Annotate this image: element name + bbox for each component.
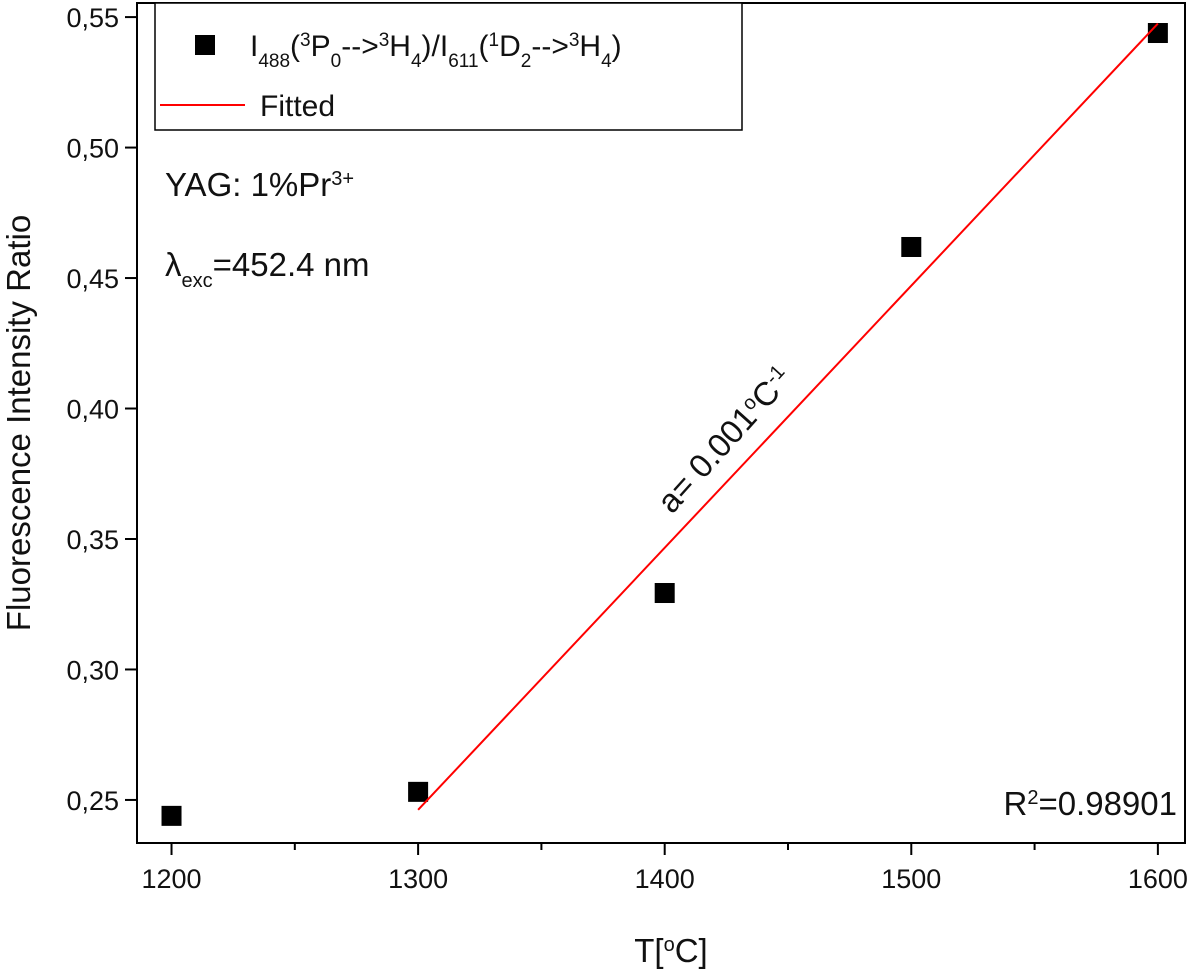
data-point bbox=[654, 583, 675, 604]
data-point bbox=[161, 805, 182, 826]
text-part: 2 bbox=[1027, 787, 1038, 809]
text-part: --> bbox=[341, 30, 379, 63]
fit-line bbox=[417, 22, 1159, 811]
y-tick-label: 0,45 bbox=[66, 264, 119, 294]
text-part: ( bbox=[290, 30, 300, 63]
text-part: D bbox=[499, 30, 521, 63]
text-part: 488 bbox=[258, 51, 290, 72]
x-tick-label: 1400 bbox=[635, 864, 695, 894]
y-tick-label: 0,25 bbox=[66, 786, 119, 816]
annotation: YAG: 1%Pr3+ bbox=[165, 166, 354, 203]
legend-label: I488(3P0-->3H4)/I611(1D2-->3H4) bbox=[250, 30, 622, 72]
x-tick-label: 1500 bbox=[881, 864, 941, 894]
x-tick-label: 1600 bbox=[1128, 864, 1188, 894]
x-tick-label: 1200 bbox=[141, 864, 201, 894]
y-tick-label: 0,35 bbox=[66, 525, 119, 555]
y-axis-title: Fluorescence Intensity Ratio bbox=[0, 215, 37, 631]
text-part: λ bbox=[165, 246, 182, 283]
text-part: H bbox=[389, 30, 411, 63]
text-part: R bbox=[1003, 785, 1027, 822]
text-part: YAG: 1%Pr bbox=[165, 166, 331, 203]
text-part: 4 bbox=[601, 51, 612, 72]
data-point bbox=[408, 781, 429, 802]
x-axis-title: T[oC] bbox=[634, 932, 707, 969]
text-part: ( bbox=[479, 30, 489, 63]
text-part: --> bbox=[531, 30, 569, 63]
y-tick-label: 0,50 bbox=[66, 134, 119, 164]
text-part: P bbox=[311, 30, 331, 63]
text-part: T[ bbox=[634, 932, 663, 969]
annotation: a= 0.001oC-1 bbox=[650, 360, 799, 520]
legend-marker bbox=[195, 35, 215, 55]
text-part: C] bbox=[675, 932, 708, 969]
y-tick-label: 0,40 bbox=[66, 395, 119, 425]
text-part: 3 bbox=[569, 30, 580, 51]
annotation: λexc=452.4 nm bbox=[165, 246, 370, 292]
text-part: 611 bbox=[448, 51, 478, 72]
text-part: ) bbox=[612, 30, 622, 63]
legend-label: Fitted bbox=[260, 90, 335, 123]
legend-box bbox=[154, 2, 743, 131]
text-part: 2 bbox=[521, 51, 532, 72]
text-part: =0.98901 bbox=[1038, 785, 1177, 822]
text-part: 0 bbox=[331, 51, 342, 72]
y-tick-label: 0,55 bbox=[66, 3, 119, 33]
text-part: o bbox=[664, 934, 675, 956]
x-tick-label: 1300 bbox=[388, 864, 448, 894]
data-point bbox=[1147, 23, 1168, 44]
text-part: 4 bbox=[411, 51, 422, 72]
annotation: R2=0.98901 bbox=[1003, 785, 1177, 822]
text-part: 3+ bbox=[331, 168, 354, 190]
y-tick-label: 0,30 bbox=[66, 655, 119, 685]
text-part: 1 bbox=[489, 30, 500, 51]
text-part: I bbox=[250, 30, 258, 63]
text-part: 3 bbox=[379, 30, 390, 51]
data-point bbox=[901, 236, 922, 257]
text-part: 3 bbox=[300, 30, 311, 51]
text-part: )/I bbox=[422, 30, 449, 63]
text-part: H bbox=[579, 30, 601, 63]
text-part: =452.4 nm bbox=[213, 246, 370, 283]
text-part: exc bbox=[182, 270, 213, 292]
